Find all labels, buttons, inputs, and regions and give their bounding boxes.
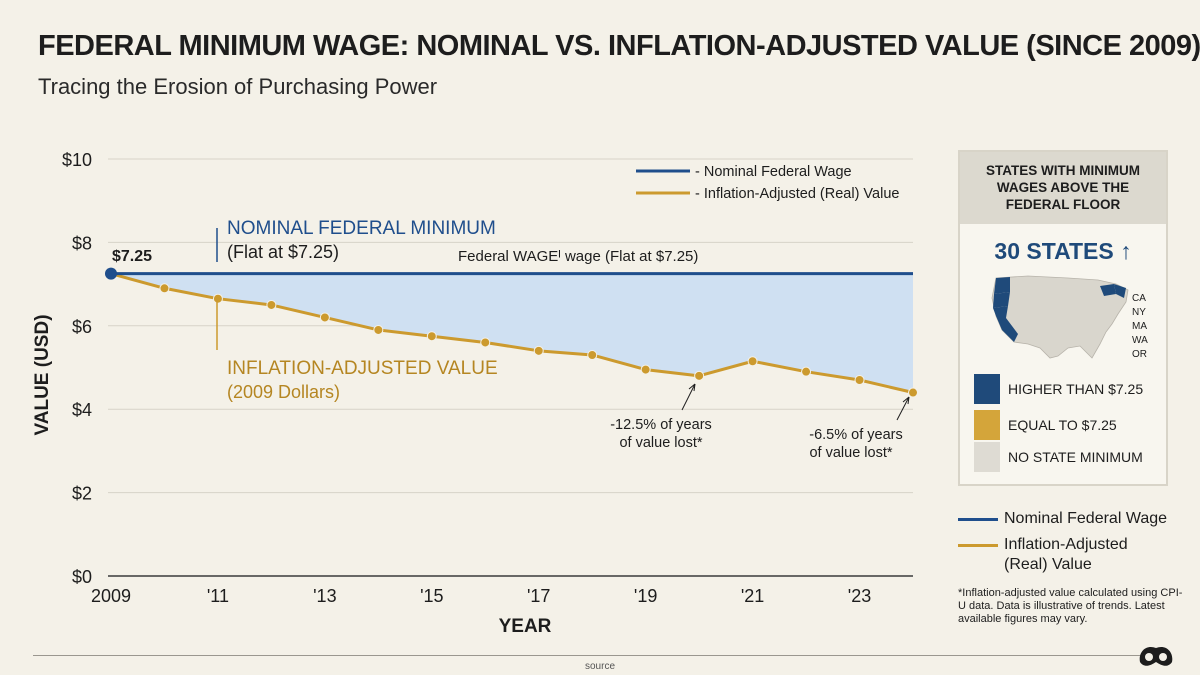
- nominal-start-point: [105, 267, 117, 280]
- state-label: WA: [1132, 335, 1148, 346]
- real-value-point: [801, 366, 812, 377]
- footer-divider: [33, 655, 1167, 656]
- real-annotation-sub: (2009 Dollars): [227, 382, 340, 402]
- real-value-point: [159, 283, 170, 294]
- category-label: NO STATE MINIMUM: [1008, 449, 1143, 465]
- legend2-nominal-swatch: [958, 518, 998, 521]
- legend2-real-label: Inflation-Adjusted (Real) Value: [1004, 536, 1128, 573]
- x-tick-label: '23: [848, 586, 871, 606]
- category-equal: EQUAL TO $7.25: [974, 410, 1154, 440]
- axis-ticks: $0 $2 $4 $6 $8 $10 2009 '11 '13 '15 '17 '19 '21 '23: [62, 150, 871, 606]
- real-value-point: [212, 293, 223, 304]
- note1-arrowhead: [688, 383, 696, 392]
- y-tick-label: $10: [62, 150, 92, 170]
- real-value-point: [319, 312, 330, 323]
- real-value-point: [854, 375, 865, 386]
- start-value-label: $7.25: [112, 248, 152, 265]
- note1-line2: of value lost*: [619, 435, 702, 451]
- legend-nominal-label: - Nominal Federal Wage: [695, 164, 852, 180]
- note2-arrowhead: [902, 396, 910, 405]
- x-tick-label: '19: [634, 586, 657, 606]
- highlighted-states: CA NY MA WA OR: [1132, 292, 1148, 362]
- state-label: CA: [1132, 293, 1146, 304]
- y-tick-label: $4: [72, 400, 92, 420]
- legend-real-label: - Inflation-Adjusted (Real) Value: [695, 186, 899, 202]
- chart-subtitle: Tracing the Erosion of Purchasing Power: [38, 74, 438, 99]
- footnote: *Inflation-adjusted value calculated usi…: [958, 587, 1183, 625]
- real-value-point: [426, 331, 437, 342]
- annotations: NOMINAL FEDERAL MINIMUM (Flat at $7.25) …: [112, 218, 910, 461]
- states-count: 30 STATES ↑: [960, 238, 1166, 265]
- states-count-label: 30 STATES: [994, 238, 1114, 264]
- series-points: [105, 267, 918, 398]
- us-map-icon: [991, 275, 1129, 359]
- state-label: NY: [1132, 307, 1146, 318]
- category-swatch: [974, 374, 1000, 404]
- real-value-line: [110, 272, 914, 394]
- line-chart: $0 $2 $4 $6 $8 $10 2009 '11 '13 '15 '17 '19 '21 '23 N…: [32, 150, 918, 637]
- nominal-annotation-sub: (Flat at $7.25): [227, 242, 339, 262]
- states-panel-heading: STATES WITH MINIMUM WAGES ABOVE THE FEDE…: [960, 152, 1166, 224]
- real-value-point: [373, 324, 384, 335]
- y-tick-label: $0: [72, 567, 92, 587]
- x-tick-label: '11: [207, 586, 229, 606]
- real-value-point: [694, 370, 705, 381]
- real-value-point: [747, 356, 758, 367]
- note2-line1: -6.5% of years: [809, 427, 903, 443]
- category-label: HIGHER THAN $7.25: [1008, 381, 1144, 397]
- state-label: OR: [1132, 349, 1147, 360]
- real-value-point: [908, 387, 918, 398]
- real-value-point: [480, 337, 491, 348]
- nominal-line-label: Federal WAGEᴵ wage (Flat at $7.25): [458, 248, 698, 265]
- x-tick-label: '15: [420, 586, 443, 606]
- states-panel: STATES WITH MINIMUM WAGES ABOVE THE FEDE…: [958, 150, 1168, 486]
- real-value-point: [533, 345, 544, 356]
- category-label: EQUAL TO $7.25: [1008, 417, 1117, 433]
- x-tick-label: '21: [741, 586, 764, 606]
- y-tick-label: $2: [72, 484, 92, 504]
- category-none: NO STATE MINIMUM: [974, 442, 1154, 472]
- y-tick-label: $8: [72, 233, 92, 253]
- source-label: source: [584, 661, 615, 672]
- category-higher: HIGHER THAN $7.25: [974, 374, 1154, 404]
- category-swatch: [974, 442, 1000, 472]
- note2-line2: of value lost*: [809, 445, 892, 461]
- real-annotation-title: INFLATION-ADJUSTED VALUE: [227, 358, 498, 379]
- legend2-real-swatch: [958, 544, 998, 547]
- category-swatch: [974, 410, 1000, 440]
- x-tick-label: '17: [527, 586, 550, 606]
- state-label: MA: [1132, 321, 1147, 332]
- real-value-point: [640, 364, 651, 375]
- note1-line1: -12.5% of years: [610, 417, 712, 433]
- x-tick-label: '13: [313, 586, 336, 606]
- series-lines: [110, 272, 914, 394]
- y-axis-title: VALUE (USD): [32, 314, 53, 435]
- chart-legend: - Nominal Federal Wage - Inflation-Adjus…: [636, 164, 899, 202]
- legend2-nominal-label: Nominal Federal Wage: [1004, 510, 1168, 527]
- note2-arrow: [896, 396, 910, 421]
- real-value-point: [587, 349, 598, 360]
- value-gap-area: [111, 273, 913, 393]
- real-value-point: [266, 299, 277, 310]
- x-axis-title: YEAR: [499, 616, 552, 637]
- logo-icon: [1139, 646, 1173, 666]
- x-tick-label: 2009: [91, 586, 131, 606]
- nominal-annotation-title: NOMINAL FEDERAL MINIMUM: [227, 218, 496, 239]
- note1-arrow: [681, 383, 696, 411]
- y-tick-label: $6: [72, 317, 92, 337]
- up-arrow-icon: ↑: [1120, 238, 1132, 264]
- chart-title: FEDERAL MINIMUM WAGE: NOMINAL VS. INFLAT…: [38, 30, 1200, 62]
